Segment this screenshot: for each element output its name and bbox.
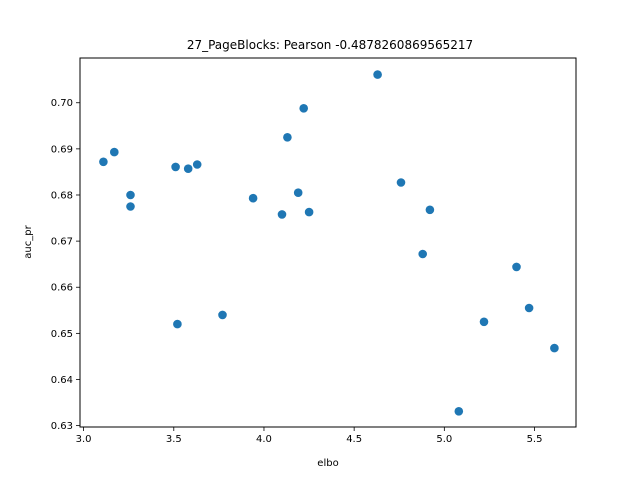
data-point: [373, 70, 382, 79]
x-tick-label: 3.0: [76, 434, 92, 445]
data-point: [396, 178, 406, 187]
y-axis-label: auc_pr: [23, 224, 34, 258]
x-tick-label: 4.5: [346, 434, 362, 445]
x-tick-label: 5.0: [436, 434, 452, 445]
data-point: [454, 407, 464, 416]
chart-title: 27_PageBlocks: Pearson -0.48782608695652…: [187, 38, 473, 52]
data-point: [293, 188, 303, 197]
data-point: [110, 147, 119, 157]
y-tick-label: 0.70: [51, 98, 73, 109]
data-point: [173, 319, 182, 329]
data-point: [171, 162, 180, 172]
data-point: [99, 157, 108, 167]
data-point: [283, 133, 292, 142]
x-tick-label: 5.5: [527, 434, 543, 445]
x-axis-label: elbo: [317, 458, 338, 469]
plot-frame: [79, 57, 577, 428]
data-point: [524, 303, 534, 313]
data-point: [248, 193, 258, 203]
data-point: [550, 343, 559, 353]
data-point: [218, 310, 227, 320]
x-tick-label: 3.5: [166, 434, 182, 445]
data-point: [512, 262, 521, 272]
y-tick-label: 0.69: [51, 144, 73, 155]
x-axis: 3.0 3.5 4.0 4.5 5.0 5.5: [76, 427, 543, 445]
y-axis: 0.63 0.64 0.65 0.66 0.67 0.68 0.69 0.70: [51, 98, 80, 432]
y-tick-label: 0.65: [51, 329, 73, 340]
data-point: [183, 164, 193, 173]
data-point: [126, 202, 135, 211]
y-tick-label: 0.64: [51, 375, 73, 386]
data-point: [479, 317, 489, 327]
data-point: [192, 160, 202, 169]
data-point: [418, 249, 428, 259]
y-tick-label: 0.68: [51, 190, 73, 201]
data-point: [299, 104, 309, 113]
data-point: [277, 210, 287, 219]
x-tick-label: 4.0: [256, 434, 272, 445]
data-point: [304, 207, 314, 217]
data-point: [425, 205, 435, 215]
points-layer: [99, 70, 559, 416]
y-tick-label: 0.66: [51, 283, 73, 294]
y-tick-label: 0.63: [51, 421, 73, 432]
data-point: [126, 190, 135, 200]
y-tick-label: 0.67: [51, 237, 73, 248]
